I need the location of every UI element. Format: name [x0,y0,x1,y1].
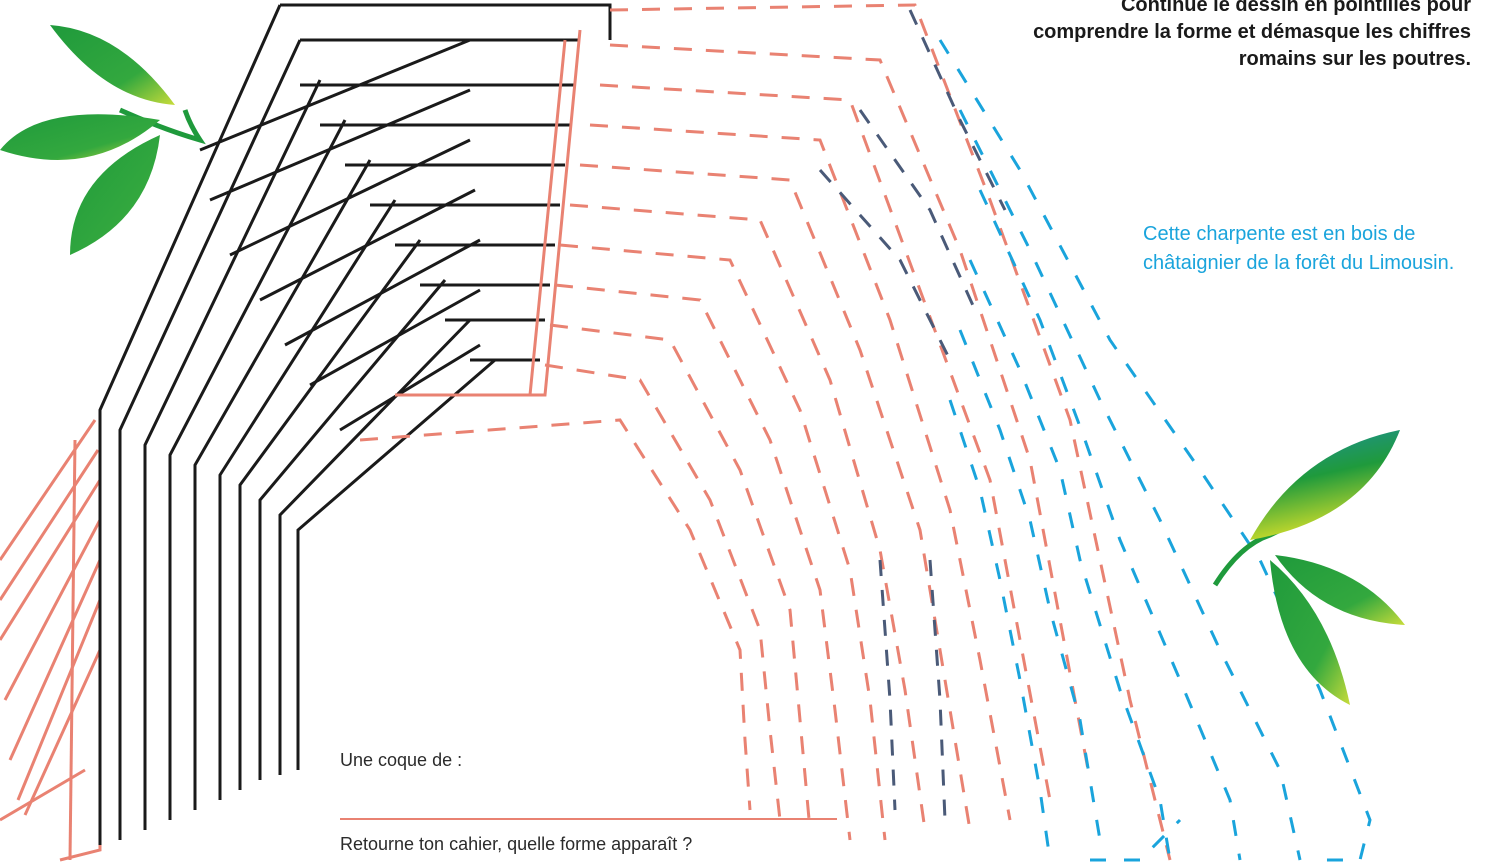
dashes-blue [938,39,1372,862]
instruction-text: Continue le dessin en pointillés pour co… [1033,0,1471,70]
wood-note: Cette charpente est en bois de châtaigni… [1143,223,1455,274]
question-text: Retourne ton cahier, quelle forme appara… [340,834,693,854]
answer-line[interactable] [340,818,837,820]
dashes-salmon [359,3,1172,861]
dashes-slate [818,9,1007,821]
leaf-branch-top-left [0,25,206,255]
rafters-drawn [98,3,612,845]
ridge-beam [395,29,582,397]
answer-label: Une coque de : [340,750,463,770]
roof-slope-salmon [0,419,102,862]
leaf-branch-right [1212,430,1405,705]
